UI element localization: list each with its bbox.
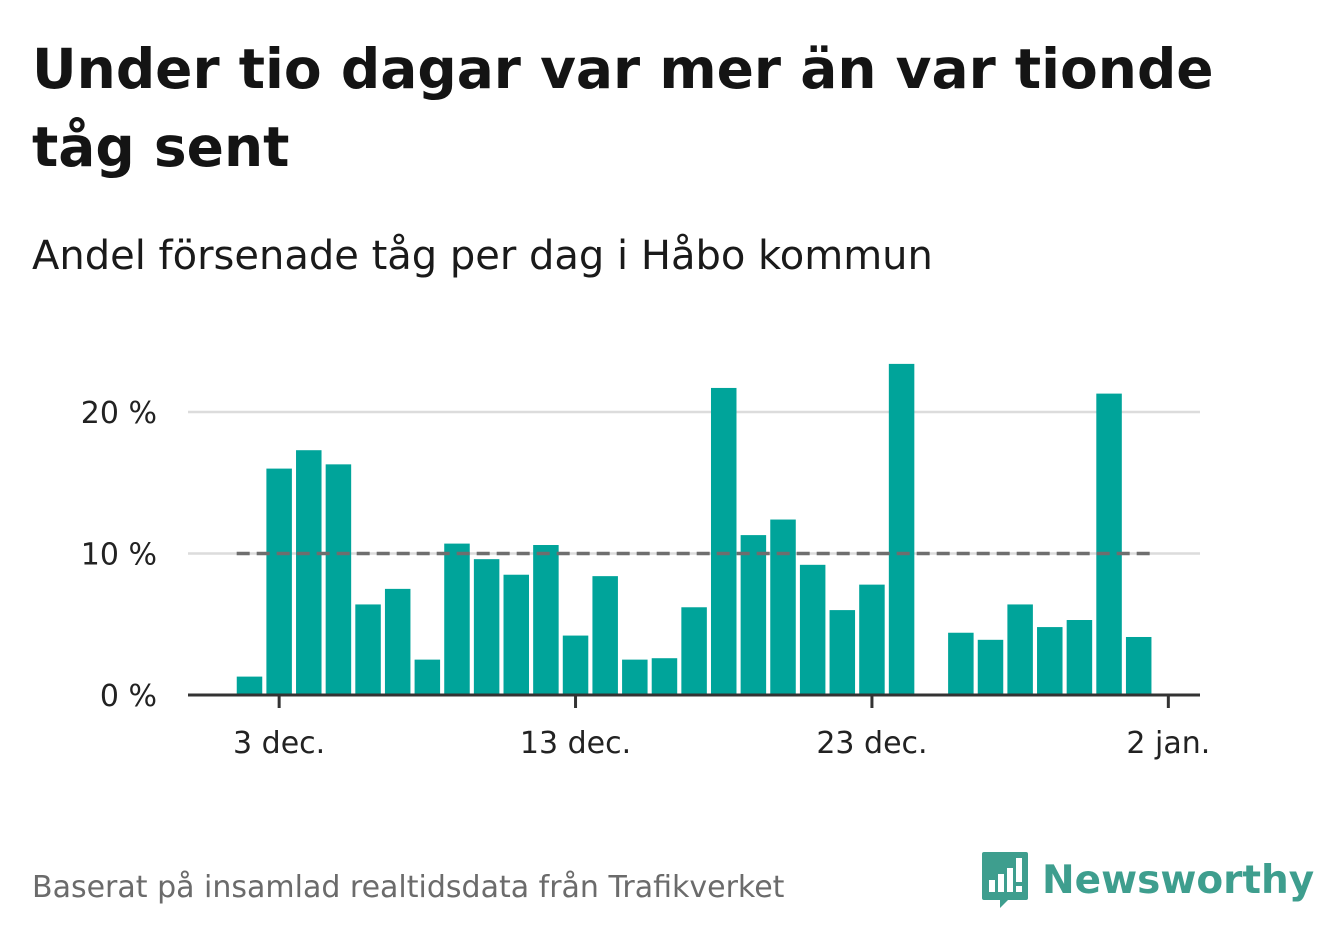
- bar: [651, 658, 678, 695]
- x-axis: [188, 693, 1200, 708]
- bar: [948, 632, 974, 695]
- bar: [355, 604, 381, 695]
- bar: [562, 635, 589, 695]
- x-tick-label: 3 dec.: [233, 726, 325, 761]
- grid-lines: [188, 410, 1200, 555]
- chart-title: Under tio dagar var mer än var tionde tå…: [32, 37, 1214, 179]
- bar: [236, 676, 263, 695]
- bar: [444, 543, 470, 695]
- bar: [325, 464, 352, 695]
- source-note: Baserat på insamlad realtidsdata från Tr…: [32, 870, 785, 905]
- y-tick-label: 0 %: [100, 679, 157, 714]
- bar: [888, 363, 915, 695]
- brand-name: Newsworthy: [1042, 857, 1315, 903]
- x-tick-label: 2 jan.: [1126, 726, 1210, 761]
- bar: [592, 576, 618, 695]
- bar: [266, 468, 292, 695]
- y-tick-label: 20 %: [81, 396, 157, 431]
- bar: [1066, 620, 1093, 695]
- bar: [770, 519, 796, 695]
- newsworthy-logo-icon: [982, 852, 1028, 908]
- bar: [473, 559, 500, 695]
- bar: [384, 588, 411, 695]
- newsworthy-logo: Newsworthy: [980, 848, 1314, 912]
- bar: [710, 387, 737, 695]
- bar-chart: 0 % 10 % 20 % 3 dec. 13 dec. 23 dec. 2 jan.: [81, 363, 1210, 761]
- bar: [1125, 636, 1152, 695]
- x-tick-label: 23 dec.: [816, 726, 927, 761]
- bar: [296, 450, 322, 695]
- bar: [1096, 393, 1122, 695]
- bar: [1037, 627, 1063, 695]
- bar: [829, 610, 856, 695]
- y-axis-labels: 0 % 10 % 20 %: [81, 396, 157, 714]
- bars: [236, 363, 1152, 695]
- x-tick-label: 13 dec.: [520, 726, 631, 761]
- bar: [977, 639, 1004, 695]
- bar: [622, 659, 648, 695]
- bar: [799, 564, 826, 695]
- bar: [859, 584, 885, 695]
- bar: [503, 574, 530, 695]
- bar: [740, 535, 767, 695]
- chart-subtitle: Andel försenade tåg per dag i Håbo kommu…: [32, 233, 933, 279]
- x-axis-labels: 3 dec. 13 dec. 23 dec. 2 jan.: [233, 726, 1210, 761]
- bar: [414, 659, 441, 695]
- y-tick-label: 10 %: [81, 538, 157, 573]
- bar: [1007, 604, 1033, 695]
- bar: [533, 545, 559, 695]
- bar: [681, 607, 707, 695]
